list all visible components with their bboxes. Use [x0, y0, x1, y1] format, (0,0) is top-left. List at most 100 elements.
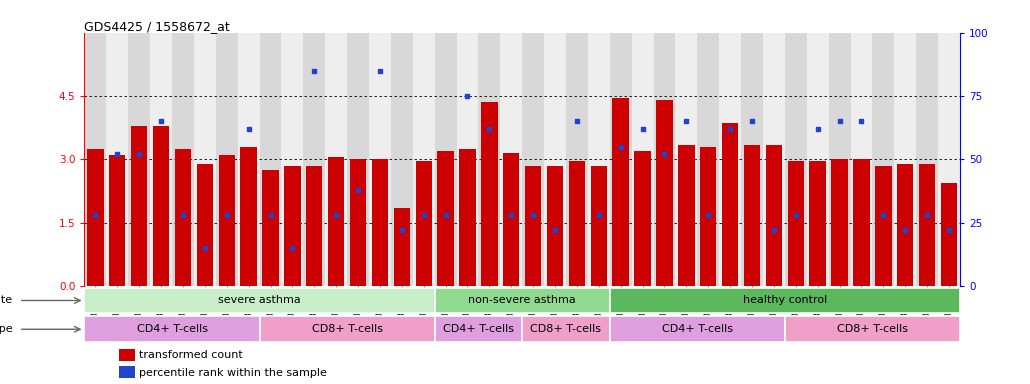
Text: disease state: disease state [0, 295, 12, 306]
Point [810, 126, 826, 132]
Point [88, 212, 104, 218]
Bar [678, 145, 694, 286]
Point [876, 212, 892, 218]
Bar [328, 157, 344, 286]
Bar [719, 33, 742, 286]
Bar [435, 33, 456, 286]
Text: CD8+ T-cells: CD8+ T-cells [530, 324, 602, 334]
Bar [306, 166, 322, 286]
Point [613, 144, 629, 150]
Point [328, 212, 344, 218]
Bar [938, 33, 960, 286]
Point [152, 118, 169, 124]
Point [415, 212, 432, 218]
Point [197, 245, 213, 251]
Bar [613, 98, 629, 286]
Bar [304, 33, 325, 286]
Point [897, 227, 914, 233]
Point [656, 151, 673, 157]
Point [503, 212, 519, 218]
Text: CD8+ T-cells: CD8+ T-cells [837, 324, 907, 334]
Bar [697, 33, 719, 286]
Bar [876, 166, 892, 286]
Bar [478, 33, 501, 286]
Bar [788, 162, 804, 286]
Bar [503, 153, 519, 286]
Bar [218, 155, 235, 286]
Bar [831, 159, 848, 286]
Bar [84, 288, 435, 313]
Bar [456, 33, 478, 286]
Text: percentile rank within the sample: percentile rank within the sample [139, 367, 327, 377]
Bar [501, 33, 522, 286]
Bar [216, 33, 238, 286]
Point [372, 68, 388, 74]
Bar [547, 166, 563, 286]
Bar [763, 33, 785, 286]
Bar [415, 162, 432, 286]
Bar [676, 33, 697, 286]
Point [263, 212, 279, 218]
Point [525, 212, 542, 218]
Bar [350, 159, 367, 286]
Point [547, 227, 563, 233]
Text: CD4+ T-cells: CD4+ T-cells [443, 324, 514, 334]
Text: CD4+ T-cells: CD4+ T-cells [662, 324, 732, 334]
Bar [610, 33, 631, 286]
Bar [84, 33, 106, 286]
Bar [853, 159, 869, 286]
Bar [106, 33, 128, 286]
Bar [88, 149, 104, 286]
Bar [347, 33, 369, 286]
Point [569, 118, 585, 124]
Bar [260, 33, 281, 286]
Bar [238, 33, 260, 286]
Point [131, 151, 147, 157]
Bar [522, 316, 610, 342]
Bar [119, 349, 135, 361]
Bar [588, 33, 610, 286]
Bar [569, 162, 585, 286]
Point [306, 68, 322, 74]
Bar [940, 183, 957, 286]
Bar [197, 164, 213, 286]
Bar [722, 124, 739, 286]
Point [590, 212, 607, 218]
Bar [150, 33, 172, 286]
Bar [654, 33, 676, 286]
Point [831, 118, 848, 124]
Bar [372, 159, 388, 286]
Bar [522, 33, 544, 286]
Bar [284, 166, 301, 286]
Text: transformed count: transformed count [139, 350, 242, 360]
Bar [828, 33, 851, 286]
Point [438, 212, 454, 218]
Bar [785, 316, 960, 342]
Bar [84, 316, 260, 342]
Bar [785, 33, 806, 286]
Point [240, 126, 256, 132]
Bar [897, 164, 914, 286]
Text: severe asthma: severe asthma [218, 295, 301, 306]
Bar [851, 33, 872, 286]
Point [788, 212, 804, 218]
Text: GDS4425 / 1558672_at: GDS4425 / 1558672_at [84, 20, 231, 33]
Bar [152, 126, 169, 286]
Bar [590, 166, 607, 286]
Point [940, 227, 957, 233]
Bar [894, 33, 917, 286]
Bar [413, 33, 435, 286]
Bar [393, 208, 410, 286]
Bar [390, 33, 413, 286]
Point [700, 212, 717, 218]
Bar [260, 316, 435, 342]
Bar [917, 33, 938, 286]
Bar [765, 145, 782, 286]
Point [853, 118, 869, 124]
Bar [810, 162, 826, 286]
Point [765, 227, 782, 233]
Bar [525, 166, 542, 286]
Bar [919, 164, 935, 286]
Point [218, 212, 235, 218]
Bar [194, 33, 215, 286]
